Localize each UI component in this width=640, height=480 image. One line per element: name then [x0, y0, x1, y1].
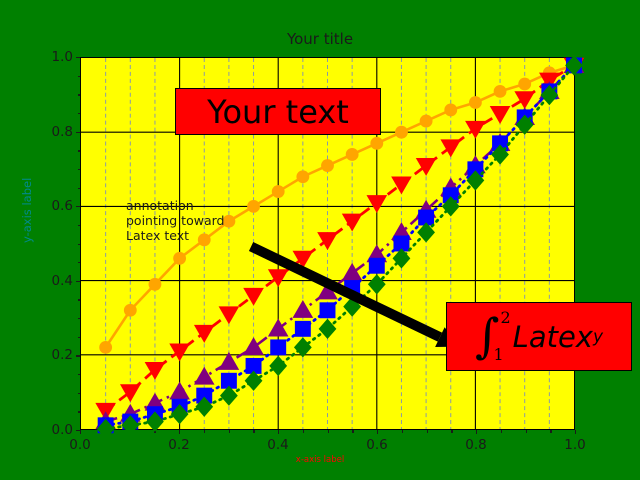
- y-axis-label: y-axis label: [20, 177, 34, 243]
- annotation-line-3: Latex text: [126, 228, 190, 243]
- x-tick-mark-minor: [426, 430, 428, 433]
- x-tick-mark-minor: [352, 430, 354, 433]
- x-tick-mark-minor: [253, 430, 255, 433]
- latex-annotation-box: ∫ 2 1 Latex y: [446, 302, 632, 371]
- y-tick-label: 0.4: [51, 272, 73, 289]
- x-tick-label: 0.6: [366, 437, 388, 453]
- x-tick-mark: [476, 430, 478, 434]
- x-tick-mark: [179, 430, 181, 434]
- x-tick-mark: [377, 430, 379, 434]
- x-tick-label: 0.0: [69, 437, 91, 453]
- x-tick-label: 0.4: [267, 437, 289, 453]
- x-tick-mark: [278, 430, 280, 434]
- x-tick-mark-minor: [327, 430, 329, 433]
- y-tick-label: 0.8: [51, 123, 73, 140]
- annotation-note: annotation pointing toward Latex text: [126, 198, 224, 243]
- x-tick-mark: [575, 430, 577, 434]
- annotation-line-2: pointing toward: [126, 213, 225, 228]
- your-text-annotation-box: Your text: [175, 88, 381, 135]
- x-tick-label: 1.0: [564, 437, 586, 453]
- y-tick-label: 0.6: [51, 198, 73, 215]
- x-axis-label: x-axis label: [295, 455, 345, 465]
- x-tick-mark-minor: [451, 430, 453, 433]
- integral-upper-limit: 2: [500, 307, 511, 327]
- x-tick-mark-minor: [302, 430, 305, 433]
- latex-exponent: y: [592, 326, 604, 347]
- x-tick-mark: [80, 430, 82, 434]
- x-tick-mark-minor: [525, 430, 527, 433]
- y-tick-mark: [76, 430, 80, 432]
- y-tick-label: 1.0: [51, 49, 73, 65]
- your-text-label: Your text: [207, 92, 349, 131]
- x-tick-mark-minor: [500, 430, 503, 433]
- y-tick-label: 0.0: [51, 422, 73, 438]
- y-tick-label: 0.2: [51, 347, 73, 364]
- integral-sign-icon: ∫: [474, 308, 500, 364]
- x-tick-mark-minor: [228, 430, 230, 433]
- x-tick-label: 0.8: [465, 437, 487, 453]
- annotation-line-1: annotation: [126, 198, 194, 213]
- chart-title: Your title: [286, 30, 354, 48]
- x-tick-mark-minor: [401, 430, 404, 433]
- integral-lower-limit: 1: [493, 344, 504, 364]
- x-tick-label: 0.2: [168, 437, 190, 453]
- data-series-layer: [95, 55, 585, 440]
- latex-formula: ∫ 2 1 Latex y: [474, 307, 604, 364]
- x-tick-mark-minor: [203, 430, 206, 433]
- x-tick-mark-minor: [550, 430, 552, 433]
- latex-body-text: Latex: [512, 319, 593, 354]
- integral-limits: 2 1: [493, 307, 511, 364]
